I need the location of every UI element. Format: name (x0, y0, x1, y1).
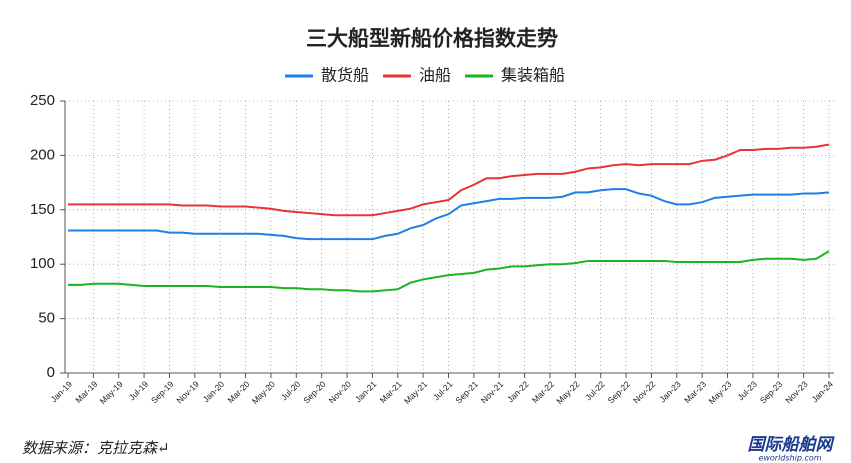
x-tick-label: Sep-23 (758, 379, 785, 406)
x-tick-label: May-20 (250, 379, 277, 406)
x-tick-label: Jan-19 (49, 379, 75, 405)
x-tick-label: Jul-23 (735, 379, 759, 403)
x-tick-label: Jul-21 (431, 379, 455, 403)
watermark-logo: 国际船舶网 (748, 435, 836, 455)
x-tick-label: Sep-22 (606, 379, 633, 406)
y-tick-label: 0 (47, 364, 55, 381)
x-tick-label: Jul-20 (279, 379, 303, 403)
chart-title: 三大船型新船价格指数走势 (306, 26, 558, 51)
x-tick-label: Nov-20 (327, 379, 354, 406)
x-tick-label: May-21 (402, 379, 429, 406)
series-line (68, 143, 830, 217)
x-tick-label: Mar-23 (682, 379, 708, 405)
x-tick-label: Jan-24 (810, 379, 836, 405)
x-tick-label: Jan-23 (657, 379, 683, 405)
x-tick-label: Jul-22 (583, 379, 607, 403)
series-line (68, 188, 830, 241)
x-tick-label: Sep-21 (453, 379, 480, 406)
source-note: 数据来源：克拉克森↵ (22, 439, 170, 457)
y-tick-label: 200 (30, 146, 55, 163)
y-tick-label: 100 (30, 255, 55, 272)
x-tick-label: Mar-21 (378, 379, 404, 405)
x-tick-label: Mar-22 (530, 379, 556, 405)
x-tick-label: Jan-21 (353, 379, 379, 405)
x-tick-label: Jul-19 (127, 379, 151, 403)
x-tick-label: Nov-22 (631, 379, 658, 406)
x-tick-label: Mar-19 (73, 379, 99, 405)
legend-label: 集装箱船 (501, 66, 565, 85)
x-tick-label: Nov-23 (783, 379, 810, 406)
y-tick-label: 50 (38, 310, 55, 327)
x-tick-label: Jan-20 (201, 379, 227, 405)
x-tick-label: May-19 (98, 379, 125, 406)
x-tick-label: May-23 (706, 379, 733, 406)
legend-label: 油船 (419, 66, 451, 85)
y-tick-label: 150 (30, 201, 55, 218)
x-tick-label: May-22 (554, 379, 581, 406)
y-tick-label: 250 (30, 92, 55, 109)
x-tick-label: Nov-21 (479, 379, 506, 406)
x-tick-label: Jan-22 (505, 379, 531, 405)
x-tick-label: Nov-19 (174, 379, 201, 406)
x-tick-label: Sep-20 (301, 379, 328, 406)
watermark-url: eworldship.com (758, 454, 821, 463)
x-tick-label: Sep-19 (149, 379, 176, 406)
legend-label: 散货船 (321, 66, 369, 85)
x-tick-label: Mar-20 (225, 379, 251, 405)
series-line (68, 250, 830, 293)
